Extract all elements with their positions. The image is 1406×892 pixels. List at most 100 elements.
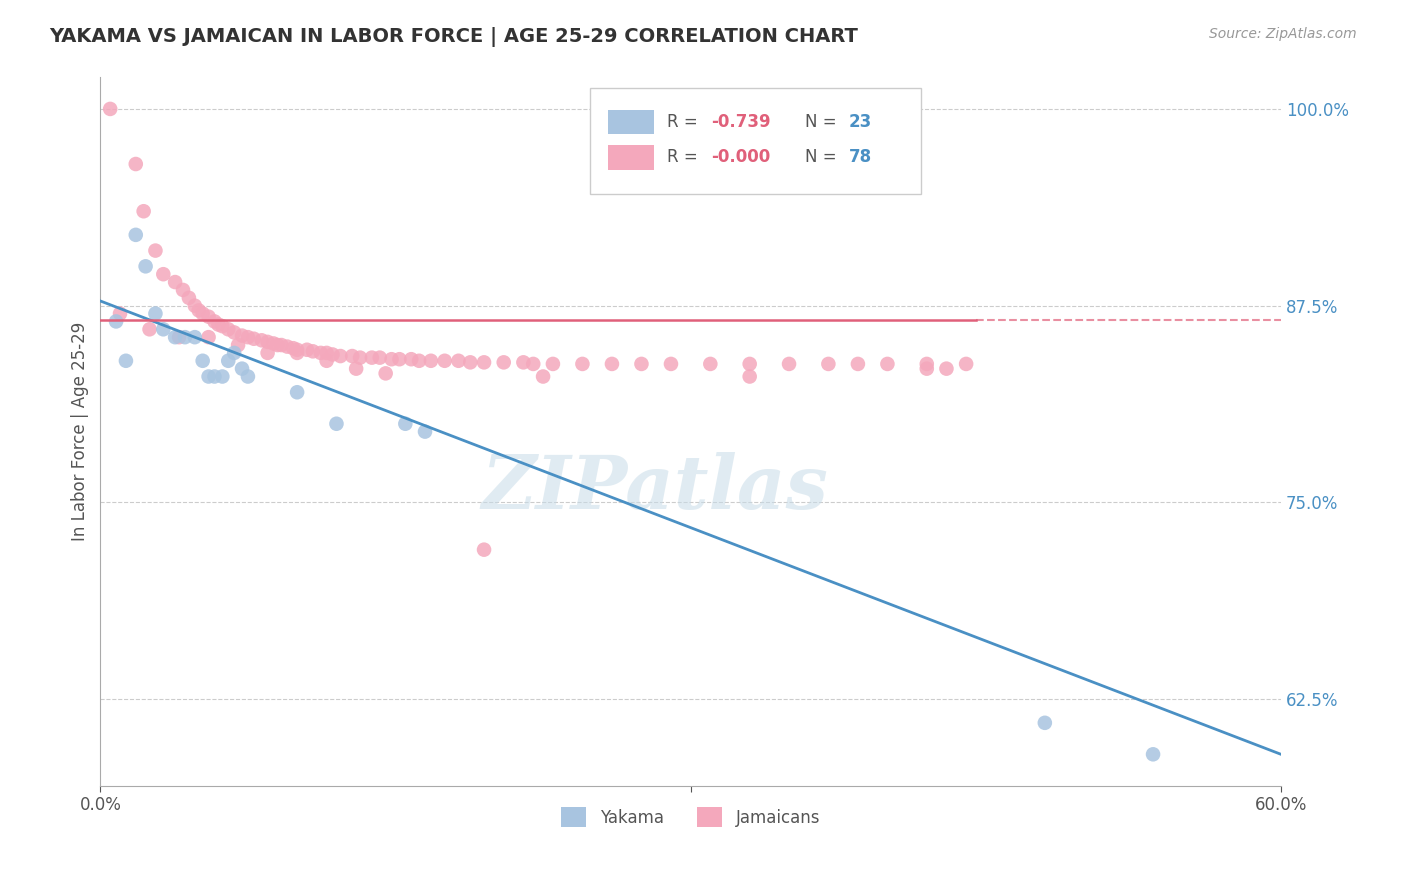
Point	[399, 352, 422, 367]
FancyBboxPatch shape	[591, 88, 921, 194]
Point	[191, 307, 214, 321]
Point	[165, 330, 187, 344]
Point	[211, 319, 233, 334]
Point	[165, 275, 187, 289]
Text: N =: N =	[806, 148, 837, 167]
Point	[138, 322, 160, 336]
Point	[263, 336, 285, 351]
FancyBboxPatch shape	[607, 110, 654, 134]
Text: R =: R =	[666, 148, 703, 167]
Point	[108, 307, 131, 321]
Point	[413, 425, 436, 439]
Point	[433, 353, 456, 368]
Point	[342, 349, 364, 363]
Point	[458, 355, 481, 369]
Point	[270, 338, 292, 352]
Point	[132, 204, 155, 219]
Point	[172, 283, 194, 297]
Point	[447, 353, 470, 368]
Point	[846, 357, 869, 371]
Point	[145, 244, 167, 258]
Point	[915, 361, 938, 376]
Point	[472, 542, 495, 557]
Point	[600, 357, 623, 371]
Point	[295, 343, 318, 357]
Point	[211, 369, 233, 384]
Point	[541, 357, 564, 371]
Text: ZIPatlas: ZIPatlas	[482, 452, 828, 524]
Point	[302, 344, 325, 359]
Point	[408, 353, 430, 368]
Point	[374, 367, 396, 381]
Point	[125, 227, 148, 242]
Point	[522, 357, 544, 371]
Point	[204, 314, 226, 328]
Point	[217, 322, 239, 336]
Point	[285, 343, 308, 357]
Point	[197, 310, 219, 324]
Text: Source: ZipAtlas.com: Source: ZipAtlas.com	[1209, 27, 1357, 41]
Point	[285, 385, 308, 400]
Point	[571, 357, 593, 371]
Point	[419, 353, 441, 368]
Point	[197, 369, 219, 384]
Point	[243, 332, 266, 346]
Point	[236, 330, 259, 344]
Point	[472, 355, 495, 369]
Point	[778, 357, 800, 371]
Point	[125, 157, 148, 171]
Text: -0.739: -0.739	[710, 113, 770, 131]
Point	[955, 357, 977, 371]
Point	[388, 352, 411, 367]
Point	[135, 260, 157, 274]
Text: 78: 78	[849, 148, 872, 167]
Point	[325, 417, 347, 431]
Point	[276, 340, 298, 354]
Point	[197, 330, 219, 344]
Point	[174, 330, 197, 344]
Point	[1142, 747, 1164, 762]
Point	[817, 357, 839, 371]
Text: YAKAMA VS JAMAICAN IN LABOR FORCE | AGE 25-29 CORRELATION CHART: YAKAMA VS JAMAICAN IN LABOR FORCE | AGE …	[49, 27, 858, 46]
Point	[217, 353, 239, 368]
Point	[935, 361, 957, 376]
Point	[349, 351, 371, 365]
Point	[250, 334, 273, 348]
Point	[738, 357, 761, 371]
Point	[226, 338, 249, 352]
Point	[98, 102, 121, 116]
Point	[152, 267, 174, 281]
Point	[105, 314, 128, 328]
Point	[309, 346, 332, 360]
Point	[207, 318, 229, 332]
Point	[344, 361, 367, 376]
Point	[285, 346, 308, 360]
Point	[191, 353, 214, 368]
Text: R =: R =	[666, 113, 703, 131]
Point	[224, 346, 246, 360]
Point	[224, 326, 246, 340]
Point	[492, 355, 515, 369]
Point	[256, 334, 278, 349]
Text: N =: N =	[806, 113, 837, 131]
Point	[1033, 715, 1056, 730]
Point	[630, 357, 652, 371]
Point	[231, 361, 253, 376]
Point	[329, 349, 352, 363]
Point	[231, 328, 253, 343]
Point	[256, 346, 278, 360]
Legend: Yakama, Jamaicans: Yakama, Jamaicans	[555, 800, 827, 834]
Point	[204, 369, 226, 384]
Point	[380, 352, 402, 367]
Point	[187, 303, 209, 318]
Point	[659, 357, 682, 371]
Point	[315, 353, 337, 368]
Text: -0.000: -0.000	[710, 148, 770, 167]
Point	[699, 357, 721, 371]
Point	[322, 347, 344, 361]
Point	[315, 346, 337, 360]
Point	[283, 341, 305, 355]
Y-axis label: In Labor Force | Age 25-29: In Labor Force | Age 25-29	[72, 322, 89, 541]
Point	[152, 322, 174, 336]
Point	[184, 330, 207, 344]
